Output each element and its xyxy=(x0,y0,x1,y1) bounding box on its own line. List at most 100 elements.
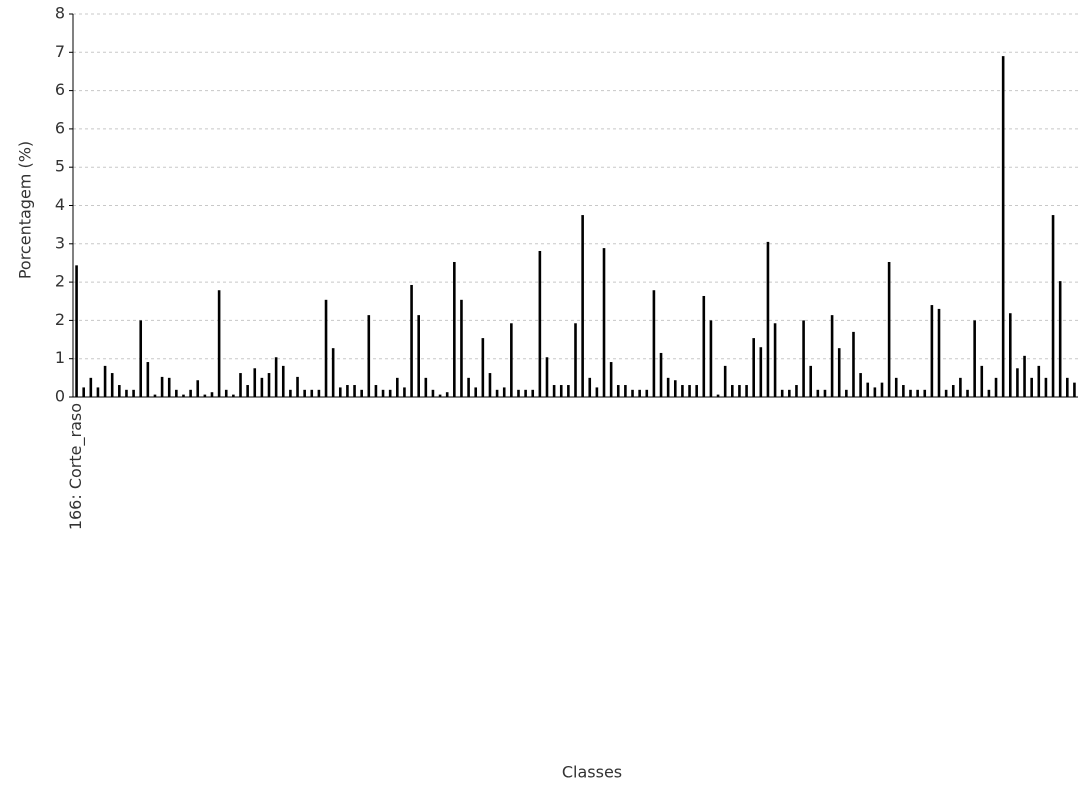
bar xyxy=(1008,313,1012,397)
bar xyxy=(681,385,684,397)
bar xyxy=(702,295,706,397)
bar xyxy=(460,299,463,397)
bar xyxy=(902,385,905,397)
bar xyxy=(396,377,399,397)
bar xyxy=(1058,281,1062,397)
bar xyxy=(759,347,763,397)
bar xyxy=(731,385,734,397)
bar xyxy=(538,250,542,397)
bar xyxy=(175,389,178,397)
bar xyxy=(253,368,257,397)
bar xyxy=(588,377,592,397)
bar xyxy=(431,389,435,397)
bar xyxy=(873,387,877,397)
bar xyxy=(788,389,791,397)
bar xyxy=(1001,56,1005,397)
bar xyxy=(909,389,912,397)
bar xyxy=(531,389,535,397)
bar xyxy=(830,315,834,397)
bar xyxy=(859,373,862,397)
bar xyxy=(673,380,677,397)
bar xyxy=(894,377,898,397)
bar xyxy=(1030,377,1033,397)
bar xyxy=(1016,368,1019,397)
bar xyxy=(545,357,549,397)
bar xyxy=(217,290,221,397)
bar xyxy=(481,338,485,397)
bar xyxy=(766,241,770,397)
bar xyxy=(474,387,478,397)
bar xyxy=(602,248,606,397)
bar xyxy=(360,389,363,397)
bar xyxy=(82,387,85,397)
bar xyxy=(438,394,442,397)
bar xyxy=(716,394,720,397)
bar xyxy=(246,385,249,397)
bar xyxy=(1037,365,1041,397)
y-tick-label: 4 xyxy=(55,195,65,214)
bar xyxy=(809,365,813,397)
bar xyxy=(773,323,777,397)
bar xyxy=(624,385,627,397)
bar xyxy=(987,389,991,397)
bar xyxy=(296,376,299,397)
bar xyxy=(973,320,976,397)
bar xyxy=(232,394,235,397)
bar xyxy=(388,389,392,397)
bar xyxy=(417,315,420,397)
bar xyxy=(695,385,698,397)
bar xyxy=(659,352,663,397)
bar xyxy=(852,331,855,397)
bar xyxy=(937,308,941,397)
bar xyxy=(502,387,506,397)
bar xyxy=(567,385,570,397)
bar xyxy=(1023,355,1026,397)
bar xyxy=(1051,215,1055,397)
bar xyxy=(709,320,713,397)
bar xyxy=(367,315,371,397)
y-tick-label: 1 xyxy=(55,348,65,367)
bar xyxy=(125,389,128,397)
y-tick-label: 6 xyxy=(55,80,65,99)
bar xyxy=(267,373,271,397)
bar xyxy=(75,265,78,397)
y-axis-title: Porcentagem (%) xyxy=(16,141,35,279)
bar xyxy=(310,389,314,397)
bar xyxy=(303,389,306,397)
bar xyxy=(467,377,470,397)
bar xyxy=(738,385,741,397)
bar xyxy=(780,389,784,397)
bar xyxy=(89,377,93,397)
bar xyxy=(224,389,228,397)
bar xyxy=(930,305,934,397)
bar xyxy=(1066,377,1069,397)
bar xyxy=(203,394,207,397)
bar xyxy=(167,377,171,397)
bar xyxy=(510,323,513,397)
bar xyxy=(110,373,114,397)
bar xyxy=(752,338,755,397)
bar xyxy=(281,365,285,397)
bar xyxy=(638,389,641,397)
bar xyxy=(923,389,927,397)
bar xyxy=(966,389,969,397)
bar xyxy=(795,385,798,397)
bar xyxy=(260,377,264,397)
y-tick-label: 8 xyxy=(55,4,65,23)
bar xyxy=(837,348,841,397)
bar xyxy=(574,323,577,397)
bar xyxy=(182,394,185,397)
bar xyxy=(346,385,349,397)
bar xyxy=(96,387,100,397)
bar xyxy=(802,320,805,397)
bar xyxy=(524,389,527,397)
x-tick-label: 166: Corte_raso xyxy=(66,403,86,530)
bar xyxy=(374,385,378,397)
bar xyxy=(552,385,556,397)
bar xyxy=(666,377,670,397)
bar xyxy=(353,385,356,397)
bar xyxy=(210,392,214,397)
bar xyxy=(1073,382,1076,397)
